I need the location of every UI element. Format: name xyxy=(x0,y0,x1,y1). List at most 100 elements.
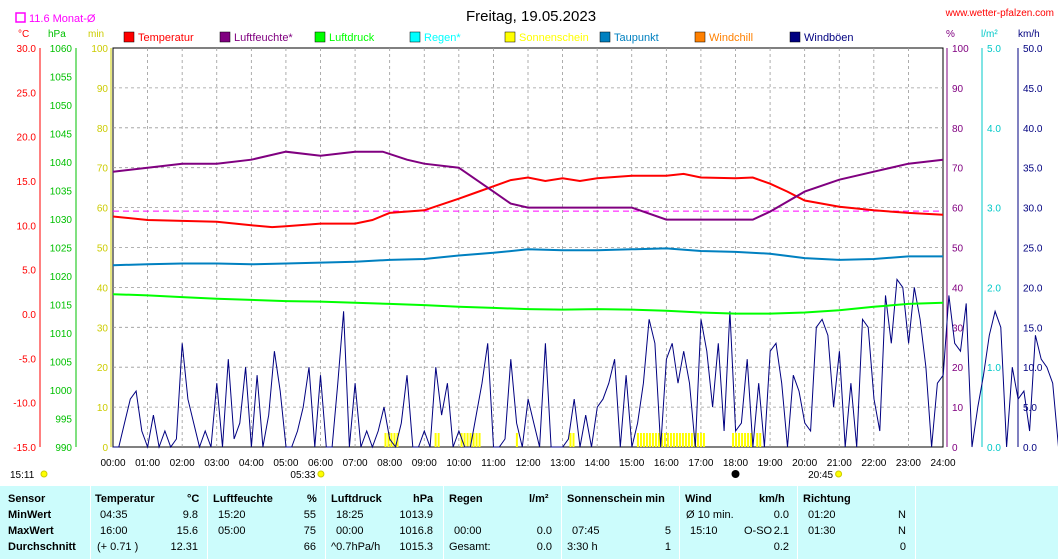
sunshine-bar xyxy=(642,433,645,447)
table-divider xyxy=(561,486,562,559)
cell: 0.0 xyxy=(536,525,552,537)
x-tick-label: 24:00 xyxy=(930,458,955,469)
x-tick-label: 20:00 xyxy=(792,458,817,469)
x-tick-label: 19:00 xyxy=(758,458,783,469)
sunshine-bar xyxy=(657,433,660,447)
x-tick-label: 22:00 xyxy=(861,458,886,469)
sunshine-bar xyxy=(744,433,747,447)
x-tick-label: 06:00 xyxy=(308,458,333,469)
rain-tick-label: 1.0 xyxy=(987,363,1001,374)
cell: 18:25 xyxy=(336,509,364,521)
sunshine-bar xyxy=(687,433,690,447)
wind-tick-label: 45.0 xyxy=(1023,84,1043,95)
cell: ^0.7hPa/h xyxy=(331,541,381,553)
cell: 15.6 xyxy=(176,525,198,537)
wind-tick-label: 20.0 xyxy=(1023,283,1043,294)
sunshine-bar xyxy=(569,433,572,447)
cell: (+ 0.71 ) xyxy=(97,541,139,553)
col-wind-unit: km/h xyxy=(759,493,785,505)
cell: 01:20 xyxy=(808,509,836,521)
pressure-tick-label: 1020 xyxy=(50,272,73,283)
pressure-tick-label: 1045 xyxy=(50,130,73,141)
legend-swatch xyxy=(219,31,231,43)
wind-tick-label: 0.0 xyxy=(1023,443,1037,454)
rain-tick-label: 0.0 xyxy=(987,443,1001,454)
sunshine-bar xyxy=(699,433,702,447)
col-press-unit: hPa xyxy=(413,493,434,505)
x-tick-label: 15:00 xyxy=(619,458,644,469)
legend-label: Regen* xyxy=(424,32,461,44)
pressure-unit-label: hPa xyxy=(48,29,66,40)
x-tick-label: 13:00 xyxy=(550,458,575,469)
rain-unit-label: l/m² xyxy=(981,29,998,40)
col-temperatur: Temperatur xyxy=(95,493,155,505)
sunshine-bar xyxy=(645,433,648,447)
legend-swatch xyxy=(123,31,135,43)
cell: 01:30 xyxy=(808,525,836,537)
sunshine-bar xyxy=(678,433,681,447)
humidity-tick-label: 60 xyxy=(952,204,964,215)
cell: 0 xyxy=(899,541,906,553)
temp-tick-label: 30.0 xyxy=(17,44,37,55)
wind-unit-label: km/h xyxy=(1018,29,1040,40)
x-tick-label: 10:00 xyxy=(446,458,471,469)
sunset-label: 20:45 xyxy=(808,470,833,481)
humidity-tick-label: 70 xyxy=(952,164,964,175)
pressure-tick-label: 1040 xyxy=(50,158,73,169)
cell: 2.1 xyxy=(773,525,789,537)
legend-label: Windböen xyxy=(804,32,854,44)
sunshine-bar xyxy=(437,433,440,447)
sunshine-bar xyxy=(648,433,651,447)
cell: 1013.9 xyxy=(399,509,433,521)
cell: 55 xyxy=(303,509,316,521)
temp-tick-label: 20.0 xyxy=(17,133,37,144)
sunshine-bar xyxy=(732,433,735,447)
temp-tick-label: 25.0 xyxy=(17,88,37,99)
cell: 9.8 xyxy=(182,509,198,521)
cell: N xyxy=(898,525,906,537)
sun-icon xyxy=(40,470,48,478)
cell: 15:20 xyxy=(218,509,246,521)
sunshine-bar xyxy=(738,433,741,447)
minutes-tick-label: 0 xyxy=(102,443,108,454)
sunshine-bar xyxy=(515,433,518,447)
temp-tick-label: -10.0 xyxy=(13,399,36,410)
legend-swatch xyxy=(694,31,706,43)
sunshine-bar xyxy=(690,433,693,447)
monthly-avg-label: 11.6 Monat-Ø xyxy=(29,13,96,25)
cell: 66 xyxy=(303,541,316,553)
legend-label: Temperatur xyxy=(138,32,194,44)
sunshine-bar xyxy=(684,433,687,447)
cell: 07:45 xyxy=(572,525,600,537)
col-rain-unit: l/m² xyxy=(529,493,549,505)
sunshine-bar xyxy=(660,433,663,447)
humidity-tick-label: 20 xyxy=(952,363,964,374)
sunshine-bar xyxy=(472,433,475,447)
cell: O-SO xyxy=(744,525,773,537)
col-sonnenschein: Sonnenschein min xyxy=(567,493,665,505)
chart-title: Freitag, 19.05.2023 xyxy=(466,8,596,25)
sunset-icon xyxy=(835,470,843,478)
x-tick-label: 08:00 xyxy=(377,458,402,469)
cell: 5 xyxy=(664,525,671,537)
site-link[interactable]: www.wetter-pfalzen.com xyxy=(945,8,1054,19)
time-marker-label: 15:11 xyxy=(10,470,35,481)
x-tick-label: 21:00 xyxy=(827,458,852,469)
cell: 75 xyxy=(303,525,316,537)
rain-tick-label: 5.0 xyxy=(987,44,1001,55)
legend-label: Luftdruck xyxy=(329,32,375,44)
pressure-tick-label: 1055 xyxy=(50,73,73,84)
minutes-tick-label: 20 xyxy=(97,363,109,374)
x-tick-label: 04:00 xyxy=(239,458,264,469)
cell: 00:00 xyxy=(336,525,364,537)
sunshine-bar xyxy=(702,433,705,447)
series-luftfeuchte xyxy=(112,150,944,221)
pressure-tick-label: 990 xyxy=(55,443,72,454)
sunshine-bar xyxy=(696,433,699,447)
pressure-tick-label: 1030 xyxy=(50,215,73,226)
cell: 0.0 xyxy=(536,541,552,553)
col-hum-unit: % xyxy=(307,493,317,505)
x-tick-label: 18:00 xyxy=(723,458,748,469)
sunshine-bar xyxy=(759,433,762,447)
wind-tick-label: 35.0 xyxy=(1023,164,1043,175)
